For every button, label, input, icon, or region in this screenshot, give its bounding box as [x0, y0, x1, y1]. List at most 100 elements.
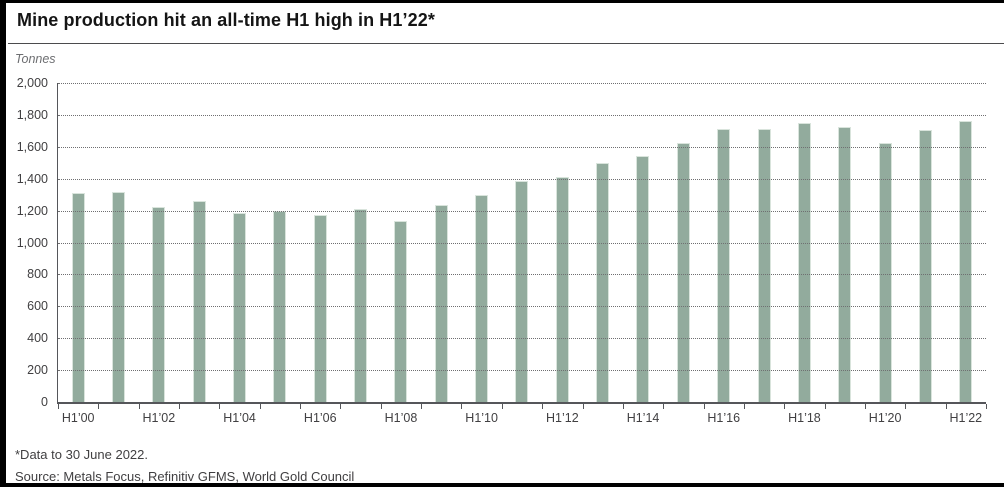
- gridline: [58, 115, 986, 116]
- bar-H1’18: [797, 122, 811, 402]
- x-tick-label: H1’14: [626, 411, 660, 425]
- y-tick-label: 1,200: [16, 204, 48, 218]
- bar-slot: [582, 83, 622, 402]
- bar-H1’20: [878, 142, 892, 402]
- bar-H1’02: [152, 207, 166, 402]
- gridline: [58, 83, 986, 84]
- x-axis-tick: [380, 404, 382, 409]
- y-tick-label: 800: [27, 267, 48, 281]
- gridline: [58, 370, 986, 371]
- title-divider: [8, 43, 1004, 44]
- bar-H1’16: [717, 129, 731, 402]
- bar-H1’03: [192, 201, 206, 402]
- x-tick-label: H1’02: [142, 411, 176, 425]
- bar-slot: [179, 83, 219, 402]
- bar-H1’19: [838, 126, 852, 402]
- x-axis-tick: [542, 404, 544, 409]
- x-axis-tick: [622, 404, 624, 409]
- bar-slot: [905, 83, 945, 402]
- bar-slot: [381, 83, 421, 402]
- bar-H1’01: [112, 191, 126, 402]
- bar-slot: [623, 83, 663, 402]
- bar-H1’04: [233, 213, 247, 402]
- x-axis-tick: [219, 404, 221, 409]
- gridline: [58, 306, 986, 307]
- bar-H1’21: [918, 130, 932, 402]
- bar-H1’06: [313, 214, 327, 402]
- bar-slot: [542, 83, 582, 402]
- x-tick-label: H1’16: [707, 411, 741, 425]
- gridline: [58, 179, 986, 180]
- bar-slot: [865, 83, 905, 402]
- x-axis-labels: H1’00 H1’02 H1’04 H1’06 H1’08 H1’10 H1’12 H1’14…: [58, 411, 986, 429]
- bar-H1’17: [757, 128, 771, 402]
- bar-H1’08: [394, 221, 408, 402]
- x-axis-tick: [703, 404, 705, 409]
- x-tick-label: H1’04: [223, 411, 256, 425]
- bar-slot: [139, 83, 179, 402]
- y-axis-unit-label: Tonnes: [15, 52, 56, 66]
- source-attribution: Source: Metals Focus, Refinitiv GFMS, Wo…: [15, 469, 355, 484]
- bar-H1’00: [71, 193, 85, 402]
- x-tick-label: H1’06: [303, 411, 337, 425]
- bar-H1’22: [959, 121, 973, 402]
- bar-slot: [421, 83, 461, 402]
- x-axis-tick: [259, 404, 261, 409]
- bar-H1’12: [555, 177, 569, 402]
- x-axis-tick: [461, 404, 463, 409]
- x-axis-tick: [864, 404, 866, 409]
- bar-slot: [946, 83, 986, 402]
- gridline: [58, 243, 986, 244]
- gridline: [58, 274, 986, 275]
- y-tick-label: 200: [27, 363, 48, 377]
- x-axis-tick: [986, 404, 987, 409]
- x-axis-tick: [743, 404, 745, 409]
- y-tick-label: 400: [27, 331, 48, 345]
- bar-slot: [502, 83, 542, 402]
- x-tick-label: H1’22: [949, 411, 983, 425]
- x-axis-tick: [582, 404, 584, 409]
- gridline: [58, 338, 986, 339]
- bar-H1’10: [475, 194, 489, 402]
- x-axis-tick: [300, 404, 302, 409]
- y-tick-label: 1,400: [16, 172, 48, 186]
- x-axis-tick: [421, 404, 423, 409]
- x-axis-tick: [501, 404, 503, 409]
- y-tick-label: 1,800: [16, 108, 48, 122]
- bar-H1’09: [434, 205, 448, 402]
- x-axis-tick: [784, 404, 786, 409]
- x-axis-tick: [58, 404, 59, 409]
- plot-area: H1’00 H1’02 H1’04 H1’06 H1’08 H1’10 H1’12 H1’14…: [17, 76, 987, 425]
- footnote: *Data to 30 June 2022.: [15, 447, 148, 462]
- bar-slot: [663, 83, 703, 402]
- bar-slot: [744, 83, 784, 402]
- bar-slot: [704, 83, 744, 402]
- x-tick-label: H1’10: [465, 411, 498, 425]
- bar-slot: [825, 83, 865, 402]
- y-tick-label: 2,000: [16, 76, 48, 90]
- gridline: [58, 147, 986, 148]
- y-tick-label: 1,000: [16, 236, 48, 250]
- bar-slot: [300, 83, 340, 402]
- y-tick-label: 600: [27, 299, 48, 313]
- gridline: [58, 211, 986, 212]
- x-axis-tick: [824, 404, 826, 409]
- bar-slot: [461, 83, 501, 402]
- bar-H1’14: [636, 156, 650, 402]
- bar-H1’07: [354, 209, 368, 402]
- x-axis-tick: [945, 404, 947, 409]
- x-tick-label: H1’18: [788, 411, 821, 425]
- bar-slot: [98, 83, 138, 402]
- x-axis-tick: [663, 404, 665, 409]
- bar-slot: [784, 83, 824, 402]
- x-axis-tick: [905, 404, 907, 409]
- x-tick-label: H1’20: [868, 411, 902, 425]
- x-axis-tick: [138, 404, 140, 409]
- bar-slot: [219, 83, 259, 402]
- bar-slot: [58, 83, 98, 402]
- x-axis-tick: [98, 404, 100, 409]
- chart-title: Mine production hit an all-time H1 high …: [17, 10, 435, 30]
- x-axis-tick: [340, 404, 342, 409]
- x-axis-tick: [179, 404, 181, 409]
